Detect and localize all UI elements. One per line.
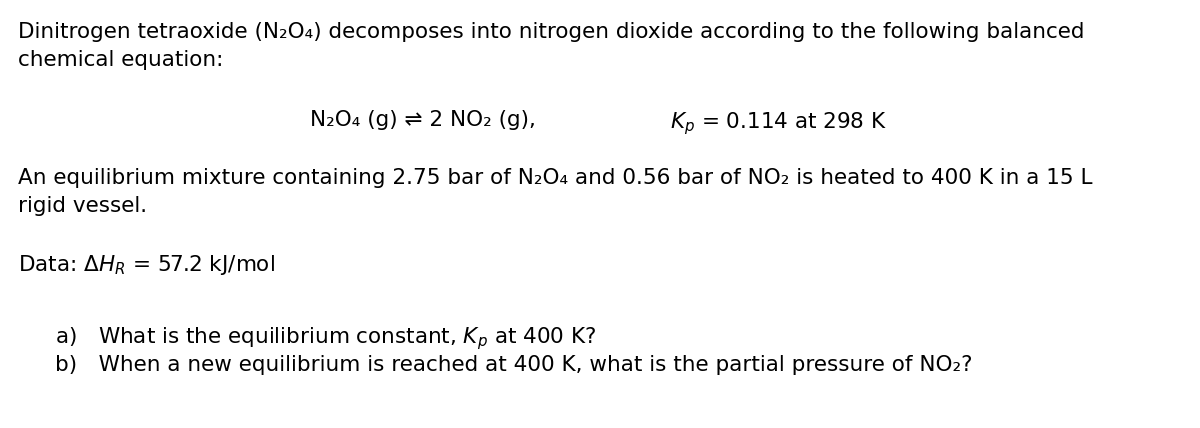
Text: b) When a new equilibrium is reached at 400 K, what is the partial pressure of N: b) When a new equilibrium is reached at … [55, 355, 972, 375]
Text: chemical equation:: chemical equation: [18, 50, 223, 70]
Text: a) What is the equilibrium constant, $K_{p}$ at 400 K?: a) What is the equilibrium constant, $K_… [55, 325, 596, 352]
Text: $K_{p}$ = 0.114 at 298 K: $K_{p}$ = 0.114 at 298 K [670, 110, 887, 137]
Text: N₂O₄ (g) ⇌ 2 NO₂ (g),: N₂O₄ (g) ⇌ 2 NO₂ (g), [310, 110, 536, 130]
Text: Dinitrogen tetraoxide (N₂O₄) decomposes into nitrogen dioxide according to the f: Dinitrogen tetraoxide (N₂O₄) decomposes … [18, 22, 1085, 42]
Text: rigid vessel.: rigid vessel. [18, 196, 148, 216]
Text: Data: $\Delta H_{R}$ = 57.2 kJ/mol: Data: $\Delta H_{R}$ = 57.2 kJ/mol [18, 253, 275, 277]
Text: An equilibrium mixture containing 2.75 bar of N₂O₄ and 0.56 bar of NO₂ is heated: An equilibrium mixture containing 2.75 b… [18, 168, 1092, 188]
